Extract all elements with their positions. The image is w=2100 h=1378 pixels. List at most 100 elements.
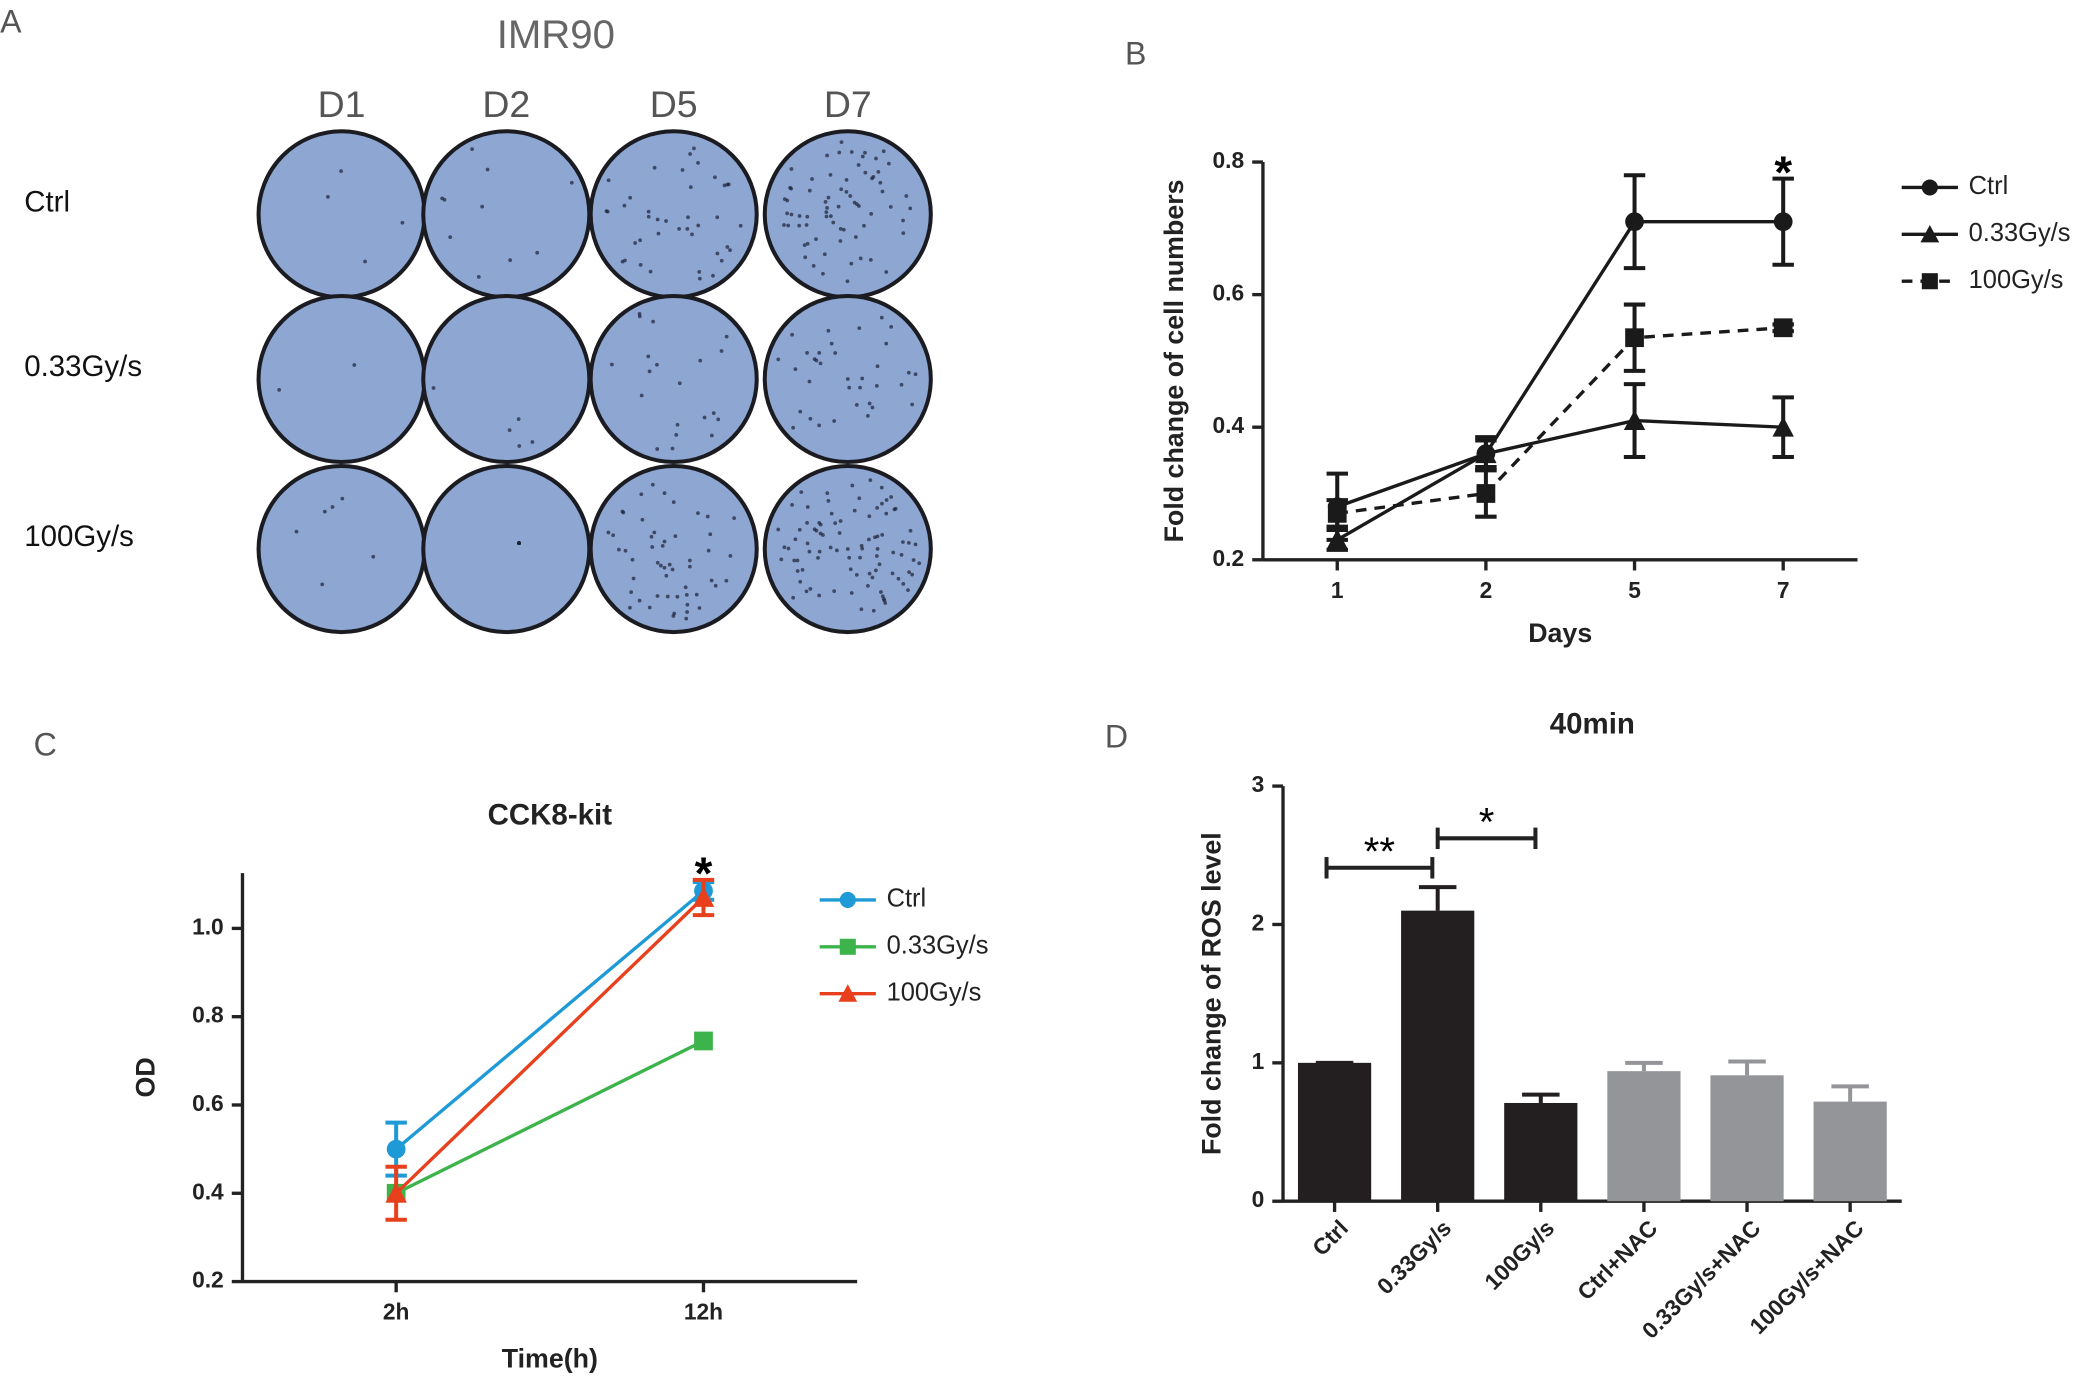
colony — [637, 598, 642, 603]
colony — [569, 180, 574, 185]
colony — [874, 384, 879, 388]
marker — [1475, 442, 1497, 464]
panel-label: C — [34, 727, 57, 763]
colony — [832, 419, 837, 423]
colony — [828, 173, 833, 177]
colony — [854, 402, 859, 407]
colony — [807, 549, 812, 554]
colony — [875, 364, 880, 369]
colony — [782, 545, 787, 550]
colony — [713, 583, 718, 588]
colony — [798, 579, 803, 584]
colony — [852, 200, 857, 205]
colony — [719, 349, 724, 353]
colony — [867, 514, 872, 519]
colony — [694, 592, 699, 597]
legend-label: 0.33Gy/s — [1969, 219, 2071, 247]
colony — [867, 571, 872, 576]
marker — [694, 1031, 713, 1051]
colony — [871, 608, 876, 613]
colony — [715, 215, 720, 220]
colony — [713, 175, 717, 180]
colony — [884, 498, 889, 502]
colony — [652, 530, 657, 535]
colony — [790, 502, 794, 507]
y-tick-label: 0.2 — [192, 1267, 224, 1293]
colony — [833, 521, 838, 525]
colony — [277, 388, 282, 392]
colony — [662, 539, 667, 544]
colony — [322, 509, 327, 514]
dish — [421, 129, 592, 300]
colony — [913, 372, 918, 377]
colony — [709, 433, 714, 438]
colony — [899, 382, 904, 387]
marker — [1772, 416, 1794, 437]
colony — [876, 170, 881, 174]
series-line — [1336, 220, 1784, 509]
y-tick-label: 3 — [1252, 771, 1265, 797]
column-label: D7 — [824, 83, 872, 125]
colony — [724, 334, 729, 339]
chart-title: 40min — [1550, 708, 1635, 741]
colony — [633, 241, 638, 245]
colony — [440, 196, 445, 201]
colony — [848, 567, 853, 572]
colony — [517, 444, 522, 448]
marker — [839, 891, 856, 908]
x-tick-label: 1 — [1331, 577, 1344, 603]
colony — [692, 146, 696, 151]
colony — [688, 185, 693, 190]
colony — [507, 428, 512, 432]
colony — [688, 564, 692, 569]
colony — [880, 501, 884, 506]
colony — [651, 319, 655, 324]
colony — [849, 591, 854, 595]
colony — [805, 521, 809, 525]
colony — [907, 570, 911, 574]
colony — [829, 341, 834, 346]
bar — [1401, 910, 1475, 1202]
y-axis-label: Fold change of ROS level — [1196, 832, 1226, 1155]
colony — [869, 211, 874, 216]
colony — [670, 446, 675, 451]
y-axis-label: OD — [130, 1057, 160, 1097]
colony — [476, 274, 481, 279]
colony — [728, 554, 733, 558]
colony — [839, 187, 844, 192]
colony — [817, 350, 822, 355]
colony — [910, 572, 915, 577]
colony — [685, 602, 690, 607]
colony — [838, 519, 843, 523]
panel-label: B — [1125, 36, 1146, 72]
colony — [640, 517, 645, 522]
colony — [836, 204, 841, 209]
error-bar — [1522, 1092, 1560, 1103]
colony — [862, 223, 866, 228]
colony — [873, 568, 878, 573]
colony — [628, 605, 632, 610]
colony — [340, 496, 345, 501]
colony — [808, 586, 813, 591]
dish — [256, 129, 427, 300]
colony — [837, 150, 842, 155]
y-tick-label: 1.0 — [192, 913, 224, 939]
colony — [688, 558, 692, 563]
colony — [854, 573, 859, 577]
dish — [421, 293, 592, 465]
colony — [810, 177, 814, 181]
x-tick-label: 2h — [383, 1299, 410, 1325]
colony — [875, 534, 880, 539]
colony — [917, 561, 922, 566]
colony — [793, 537, 798, 542]
colony — [638, 238, 643, 243]
significance: * — [695, 848, 713, 899]
colony — [805, 350, 809, 355]
bar — [1504, 1102, 1578, 1202]
colony — [732, 516, 736, 521]
colony — [697, 269, 702, 274]
legend-label: 0.33Gy/s — [887, 932, 989, 960]
colony — [696, 161, 700, 165]
colony — [863, 170, 868, 175]
